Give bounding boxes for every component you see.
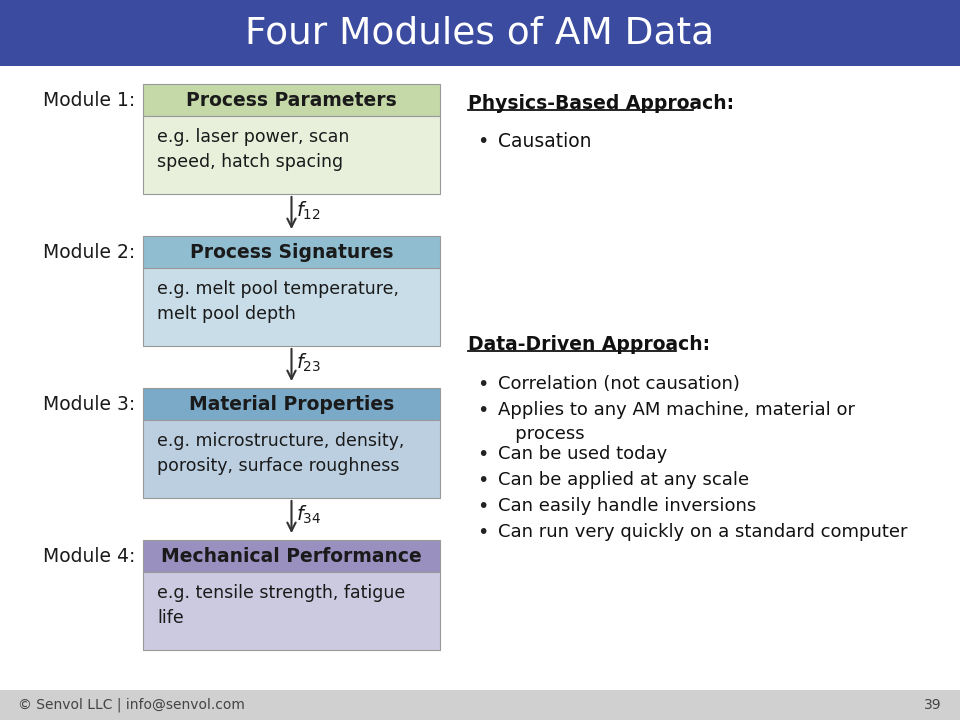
FancyBboxPatch shape <box>143 116 440 194</box>
FancyBboxPatch shape <box>143 236 440 268</box>
Text: Module 1:: Module 1: <box>43 91 135 109</box>
Text: •: • <box>477 375 489 394</box>
Text: e.g. laser power, scan
speed, hatch spacing: e.g. laser power, scan speed, hatch spac… <box>157 128 349 171</box>
Text: •: • <box>477 401 489 420</box>
Text: Process Parameters: Process Parameters <box>186 91 396 109</box>
FancyBboxPatch shape <box>143 572 440 650</box>
Text: Module 2:: Module 2: <box>43 243 135 261</box>
Text: Module 4:: Module 4: <box>42 546 135 565</box>
Text: 39: 39 <box>924 698 942 712</box>
Text: Can easily handle inversions: Can easily handle inversions <box>498 497 756 515</box>
FancyBboxPatch shape <box>143 420 440 498</box>
FancyBboxPatch shape <box>0 0 960 66</box>
Text: •: • <box>477 497 489 516</box>
Text: e.g. microstructure, density,
porosity, surface roughness: e.g. microstructure, density, porosity, … <box>157 432 404 475</box>
Text: Process Signatures: Process Signatures <box>190 243 394 261</box>
Text: Four Modules of AM Data: Four Modules of AM Data <box>246 15 714 51</box>
Text: •: • <box>477 445 489 464</box>
Text: •: • <box>477 132 489 151</box>
FancyBboxPatch shape <box>0 690 960 720</box>
Text: © Senvol LLC | info@senvol.com: © Senvol LLC | info@senvol.com <box>18 698 245 712</box>
Text: Module 3:: Module 3: <box>43 395 135 413</box>
Text: Correlation (not causation): Correlation (not causation) <box>498 375 740 393</box>
Text: •: • <box>477 471 489 490</box>
Text: Causation: Causation <box>498 132 591 151</box>
Text: Physics-Based Approach:: Physics-Based Approach: <box>468 94 734 113</box>
Text: Can run very quickly on a standard computer: Can run very quickly on a standard compu… <box>498 523 907 541</box>
Text: Material Properties: Material Properties <box>189 395 395 413</box>
Text: Data-Driven Approach:: Data-Driven Approach: <box>468 335 710 354</box>
FancyBboxPatch shape <box>143 540 440 572</box>
Text: $f_{23}$: $f_{23}$ <box>297 352 322 374</box>
FancyBboxPatch shape <box>143 268 440 346</box>
Text: Applies to any AM machine, material or
   process: Applies to any AM machine, material or p… <box>498 401 855 443</box>
Text: e.g. tensile strength, fatigue
life: e.g. tensile strength, fatigue life <box>157 584 405 627</box>
Text: $f_{34}$: $f_{34}$ <box>297 504 322 526</box>
Text: Mechanical Performance: Mechanical Performance <box>161 546 421 565</box>
FancyBboxPatch shape <box>143 84 440 116</box>
Text: e.g. melt pool temperature,
melt pool depth: e.g. melt pool temperature, melt pool de… <box>157 280 399 323</box>
Text: Can be applied at any scale: Can be applied at any scale <box>498 471 749 489</box>
Text: •: • <box>477 523 489 542</box>
FancyBboxPatch shape <box>143 388 440 420</box>
Text: $f_{12}$: $f_{12}$ <box>297 200 322 222</box>
Text: Can be used today: Can be used today <box>498 445 667 463</box>
